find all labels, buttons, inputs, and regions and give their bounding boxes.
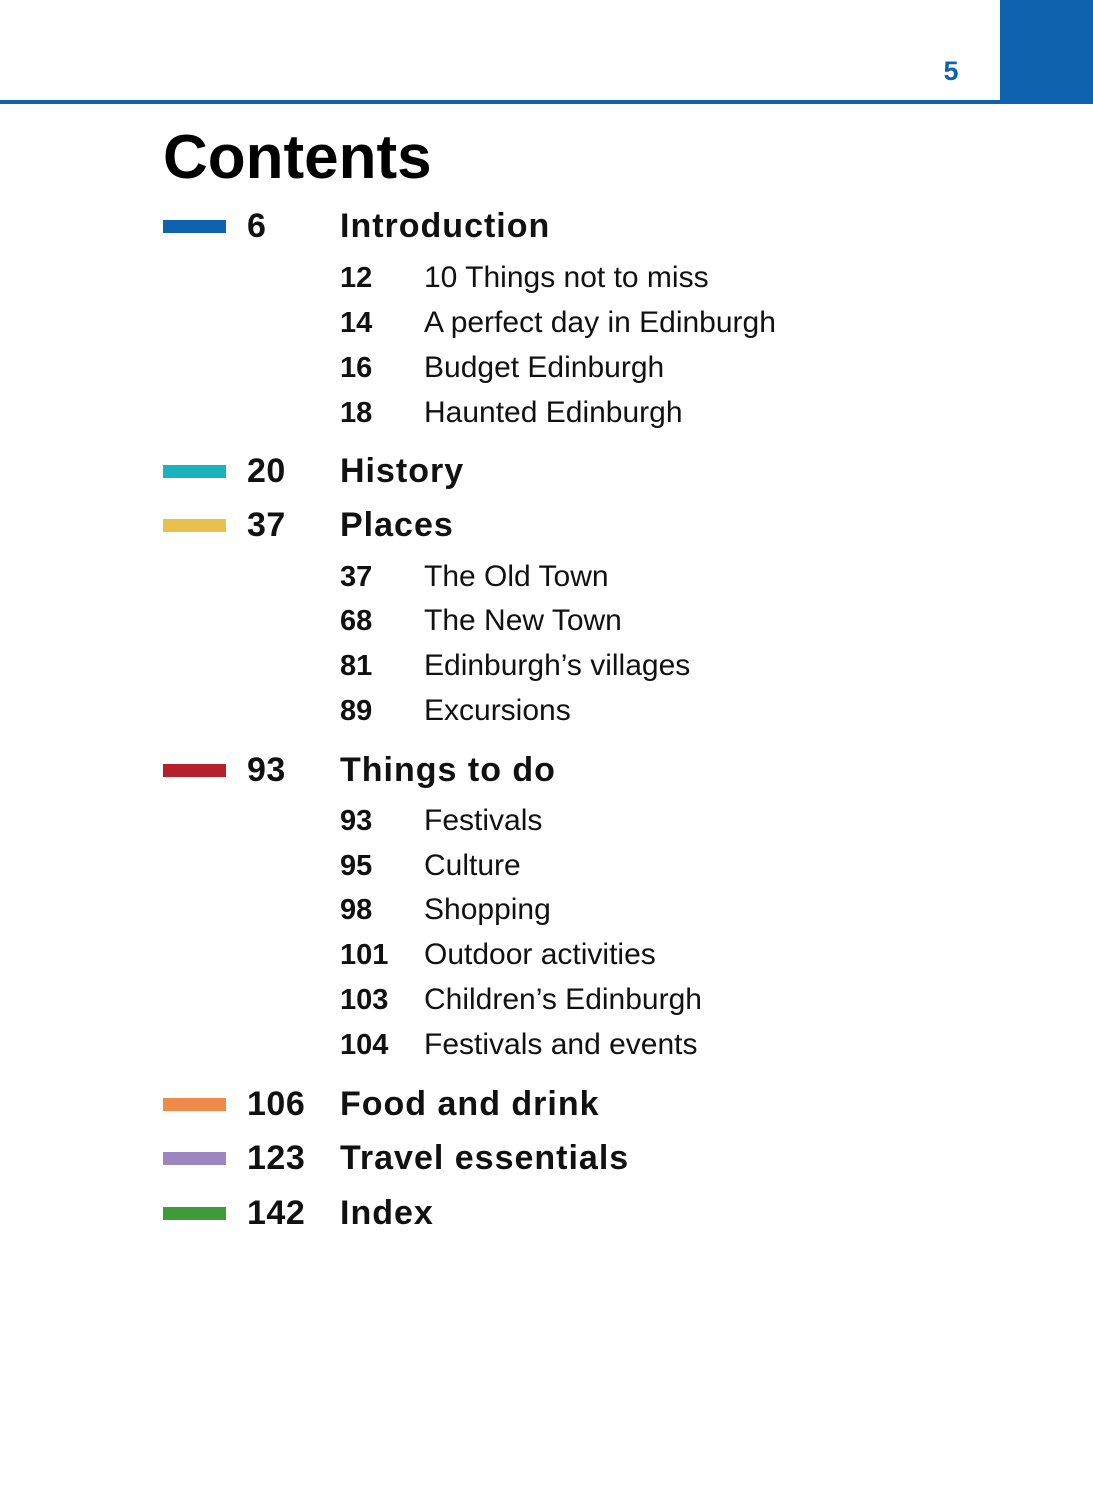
toc-entry[interactable]: 89 Excursions	[0, 691, 1093, 731]
entry-page-number: 101	[340, 939, 389, 971]
section-heading[interactable]: 142 Index	[0, 1193, 1093, 1233]
section-page-number: 20	[247, 452, 286, 490]
entry-page-number: 12	[340, 262, 373, 294]
entry-title: The Old Town	[424, 560, 609, 593]
section-color-bar	[163, 1207, 226, 1220]
entry-title: Festivals	[424, 804, 543, 837]
entry-title: Outdoor activities	[424, 938, 656, 971]
section-title: Index	[340, 1194, 434, 1232]
entry-title: Shopping	[424, 893, 551, 926]
section-color-bar	[163, 519, 226, 532]
section-title: Places	[340, 506, 454, 544]
corner-tab	[1000, 0, 1093, 104]
toc-entry[interactable]: 103 Children’s Edinburgh	[0, 980, 1093, 1020]
toc-entry[interactable]: 18 Haunted Edinburgh	[0, 393, 1093, 433]
section-page-number: 93	[247, 751, 286, 789]
entry-page-number: 89	[340, 695, 373, 727]
section-heading[interactable]: 6 Introduction	[0, 206, 1093, 246]
entry-title: Edinburgh’s villages	[424, 649, 691, 682]
entry-page-number: 16	[340, 352, 373, 384]
entry-page-number: 98	[340, 894, 373, 926]
section-page-number: 123	[247, 1139, 306, 1177]
entry-title: Children’s Edinburgh	[424, 983, 702, 1016]
section-heading[interactable]: 106 Food and drink	[0, 1084, 1093, 1124]
section-title: Food and drink	[340, 1085, 600, 1123]
toc-entry[interactable]: 12 10 Things not to miss	[0, 258, 1093, 298]
section-title: Travel essentials	[340, 1139, 630, 1177]
entry-page-number: 104	[340, 1029, 389, 1061]
section-color-bar	[163, 1098, 226, 1111]
entry-page-number: 18	[340, 397, 373, 429]
section-title: Introduction	[340, 207, 551, 245]
entry-page-number: 37	[340, 561, 373, 593]
toc-entry[interactable]: 98 Shopping	[0, 890, 1093, 930]
section-color-bar	[163, 465, 226, 478]
section-page-number: 37	[247, 506, 286, 544]
toc-entry[interactable]: 14 A perfect day in Edinburgh	[0, 303, 1093, 343]
entry-title: 10 Things not to miss	[424, 261, 709, 294]
section-color-bar	[163, 1152, 226, 1165]
entry-page-number: 95	[340, 850, 373, 882]
page-number: 5	[943, 56, 959, 86]
entry-title: Festivals and events	[424, 1028, 698, 1061]
section-heading[interactable]: 123 Travel essentials	[0, 1138, 1093, 1178]
entry-page-number: 68	[340, 605, 373, 637]
toc-entry[interactable]: 81 Edinburgh’s villages	[0, 646, 1093, 686]
entry-title: The New Town	[424, 604, 622, 637]
entry-title: Culture	[424, 849, 521, 882]
section-title: Things to do	[340, 751, 556, 789]
entry-page-number: 14	[340, 307, 373, 339]
header-rule	[0, 100, 1000, 104]
entry-page-number: 103	[340, 984, 389, 1016]
entry-title: A perfect day in Edinburgh	[424, 306, 776, 339]
page-title: Contents	[163, 123, 432, 192]
toc-entry[interactable]: 93 Festivals	[0, 801, 1093, 841]
toc-entry[interactable]: 16 Budget Edinburgh	[0, 348, 1093, 388]
entry-title: Budget Edinburgh	[424, 351, 665, 384]
section-title: History	[340, 452, 465, 490]
entry-title: Haunted Edinburgh	[424, 396, 683, 429]
toc-entry[interactable]: 37 The Old Town	[0, 557, 1093, 597]
toc-entry[interactable]: 104 Festivals and events	[0, 1025, 1093, 1065]
toc-entry[interactable]: 68 The New Town	[0, 601, 1093, 641]
section-page-number: 142	[247, 1194, 306, 1232]
entry-page-number: 93	[340, 805, 373, 837]
section-heading[interactable]: 37 Places	[0, 505, 1093, 545]
toc-entry[interactable]: 101 Outdoor activities	[0, 935, 1093, 975]
section-heading[interactable]: 20 History	[0, 451, 1093, 491]
section-color-bar	[163, 220, 226, 233]
section-page-number: 106	[247, 1085, 306, 1123]
entry-page-number: 81	[340, 650, 373, 682]
entry-title: Excursions	[424, 694, 571, 727]
section-heading[interactable]: 93 Things to do	[0, 750, 1093, 790]
toc-entry[interactable]: 95 Culture	[0, 846, 1093, 886]
section-page-number: 6	[247, 207, 267, 245]
section-color-bar	[163, 764, 226, 777]
